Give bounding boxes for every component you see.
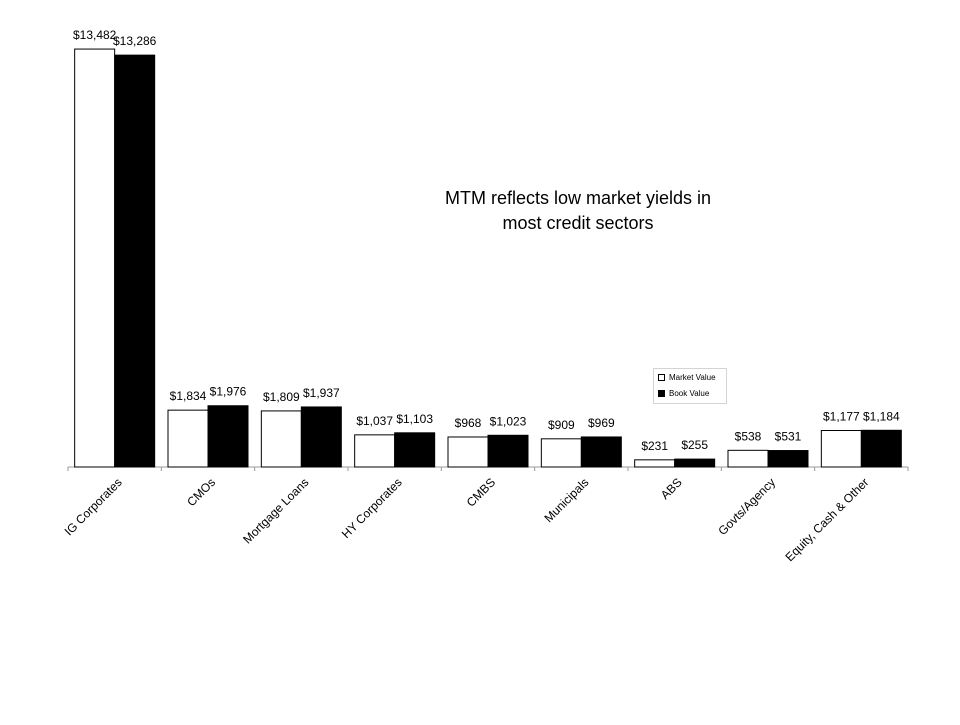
data-label-market-value-ig-corporates: $13,482 [73,28,117,42]
data-label-market-value-municipals: $909 [548,418,575,432]
legend-label-book-value: Book Value [669,389,710,398]
bar-book-value-hy-corporates [394,432,436,468]
x-tick-label-hy-corporates: HY Corporates [339,475,405,541]
chart-annotation: MTM reflects low market yields in most c… [408,186,748,236]
x-tick-label-abs: ABS [658,475,685,502]
legend-item-book-value: Book Value [658,389,709,398]
bar-book-value-cmos [207,405,249,468]
annotation-line-2: most credit sectors [502,213,654,233]
legend-label-market-value: Market Value [669,373,716,382]
bar-market-value-mortgage-loans [260,410,302,468]
legend-swatch-book-value [658,390,665,397]
data-label-market-value-mortgage-loans: $1,809 [263,390,300,404]
bar-market-value-equity-cash-other [820,430,862,468]
data-label-book-value-govts-agency: $531 [775,430,802,444]
x-tick-label-ig-corporates: IG Corporates [62,475,125,538]
x-tick-label-mortgage-loans: Mortgage Loans [240,475,311,546]
data-label-book-value-cmos: $1,976 [210,385,247,399]
data-label-book-value-ig-corporates: $13,286 [113,34,157,48]
legend-item-market-value: Market Value [658,373,716,382]
bar-market-value-abs [634,459,676,468]
bar-market-value-hy-corporates [354,434,396,468]
data-label-market-value-abs: $231 [641,439,668,453]
data-label-market-value-equity-cash-other: $1,177 [823,410,860,424]
data-label-market-value-govts-agency: $538 [735,429,762,443]
bar-market-value-municipals [540,438,582,468]
bar-market-value-cmos [167,409,209,468]
data-label-book-value-abs: $255 [681,438,708,452]
legend-swatch-market-value [658,374,665,381]
bar-book-value-abs [674,458,716,468]
annotation-line-1: MTM reflects low market yields in [444,188,712,208]
bar-book-value-equity-cash-other [860,429,902,468]
data-label-market-value-cmbs: $968 [455,416,482,430]
legend: Market Value Book Value [653,368,727,404]
bar-market-value-ig-corporates [74,48,116,468]
data-label-market-value-hy-corporates: $1,037 [356,414,393,428]
bar-market-value-cmbs [447,436,489,468]
data-label-book-value-cmbs: $1,023 [490,414,527,428]
bar-book-value-mortgage-loans [300,406,342,468]
x-tick-label-equity-cash-other: Equity, Cash & Other [782,475,871,564]
x-tick-label-cmbs: CMBS [464,475,498,509]
x-tick-label-municipals: Municipals [541,475,591,525]
x-tick-label-cmos: CMOs [184,475,218,509]
data-label-book-value-equity-cash-other: $1,184 [863,409,900,423]
data-label-book-value-hy-corporates: $1,103 [396,412,433,426]
data-label-market-value-cmos: $1,834 [170,389,207,403]
bar-book-value-govts-agency [767,450,809,468]
data-label-book-value-municipals: $969 [588,416,615,430]
x-tick-label-govts-agency: Govts/Agency [715,475,778,538]
data-label-book-value-mortgage-loans: $1,937 [303,386,340,400]
bar-book-value-municipals [580,436,622,468]
bar-market-value-govts-agency [727,449,769,468]
bar-book-value-ig-corporates [114,54,156,468]
bar-book-value-cmbs [487,434,529,468]
